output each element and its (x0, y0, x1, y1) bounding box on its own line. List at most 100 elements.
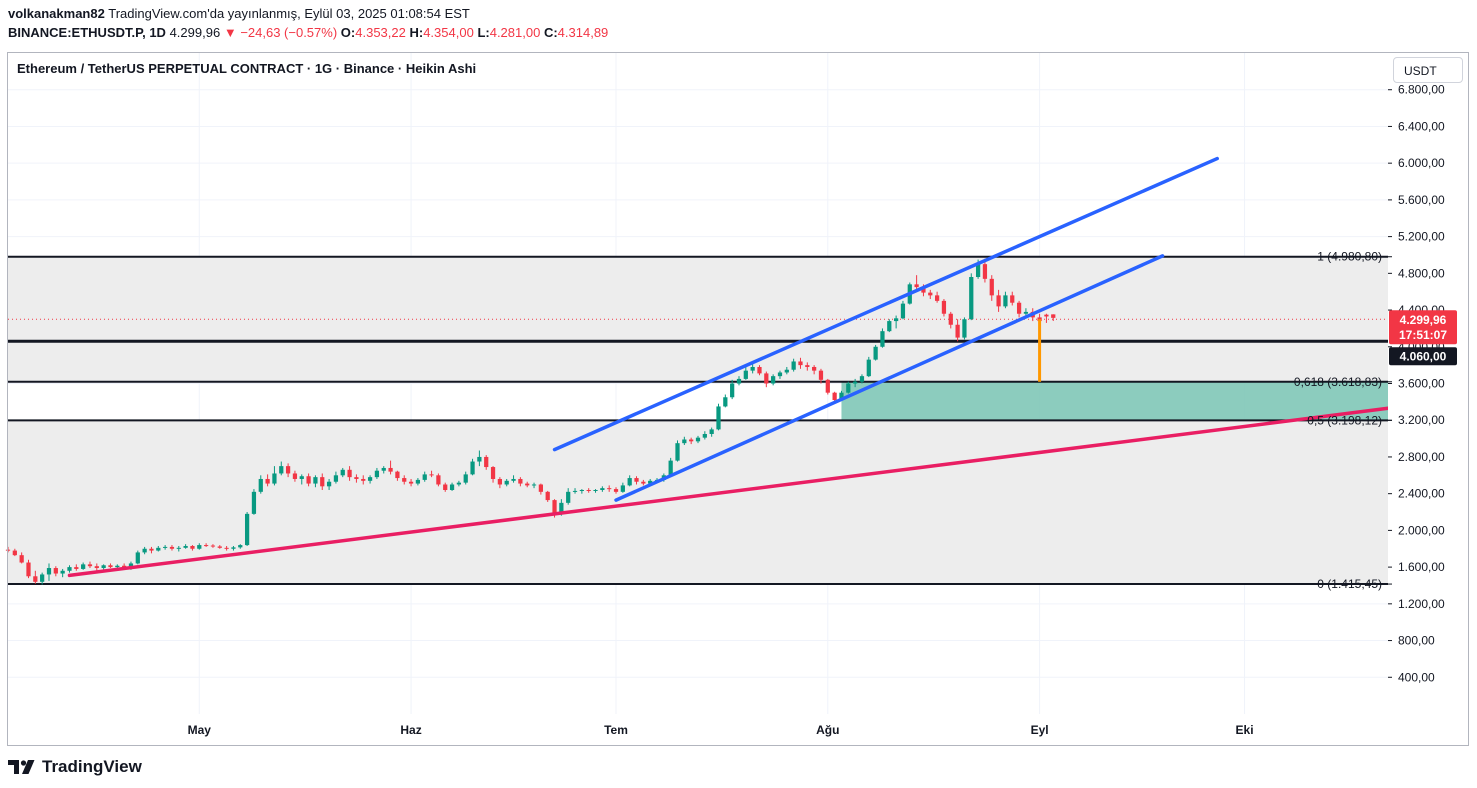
channel-lower-line (614, 254, 1165, 502)
candle-body (791, 361, 796, 370)
candle-body (217, 546, 222, 548)
candle-body (470, 461, 475, 475)
symbol-ohlc-row: BINANCE:ETHUSDT.P, 1D 4.299,96 ▼ −24,63 … (8, 25, 608, 40)
price-axis (1388, 53, 1469, 745)
candle-body (176, 547, 181, 549)
candle-body (456, 482, 462, 485)
y-tick-label: 800,00 (1398, 634, 1435, 648)
candle-body (354, 477, 359, 479)
candle-body (244, 513, 250, 546)
x-month-label: Eyl (1031, 723, 1049, 737)
y-tick-label: 3.600,00 (1398, 377, 1445, 391)
author-name[interactable]: volkanakman82 (8, 6, 105, 21)
candle-body (347, 469, 352, 478)
candle-body (716, 406, 721, 430)
candle-body (5, 549, 11, 551)
symbol-name: BINANCE:ETHUSDT.P, 1D (8, 25, 166, 40)
close-value: 4.314,89 (557, 25, 609, 40)
low-label: L: (477, 25, 490, 40)
high-label: H: (409, 25, 424, 40)
candle-body (648, 480, 653, 484)
candle-body (668, 460, 673, 476)
x-month-label: Haz (400, 723, 421, 737)
candle-body (572, 490, 578, 492)
candle-body (805, 365, 810, 367)
y-tick-label: 2.800,00 (1398, 450, 1445, 464)
candle-body (388, 467, 393, 472)
candle-body (982, 264, 988, 279)
candle-body (620, 485, 625, 492)
candle-body (142, 548, 147, 553)
candle-body (812, 366, 817, 371)
candle-body (818, 370, 824, 380)
candle-body (764, 373, 769, 384)
candle-body (914, 284, 919, 288)
candle-body (996, 295, 1001, 307)
candle-body (436, 475, 441, 485)
candle-body (19, 555, 24, 563)
candle-body (723, 397, 728, 407)
fib-band-upper (8, 256, 1388, 382)
candle-body (224, 547, 229, 549)
current-price-tag (1389, 310, 1457, 345)
candle-body (839, 392, 844, 401)
close-label: C: (543, 25, 558, 40)
y-tick-label: 5.600,00 (1398, 193, 1445, 207)
candle-body (859, 376, 865, 382)
candle-body (641, 481, 646, 484)
last-price: 4.299,96 (169, 25, 221, 40)
candle-body (326, 481, 332, 487)
candle-body (1051, 314, 1056, 318)
candle-body (463, 474, 468, 483)
candle-body (272, 473, 277, 484)
candle-body (586, 489, 591, 491)
candle-body (381, 467, 386, 471)
candle-body (81, 564, 86, 569)
support-price-tag (1389, 347, 1457, 366)
candle-body (238, 545, 243, 548)
candle-body (880, 331, 885, 347)
candle-body (538, 484, 543, 492)
candle-body (361, 478, 366, 481)
low-value: 4.281,00 (489, 25, 541, 40)
candle-body (395, 471, 400, 479)
candle-body (484, 456, 489, 468)
candle-body (443, 484, 448, 490)
candle-body (934, 295, 940, 301)
candle-body (94, 566, 99, 569)
x-month-label: Tem (604, 723, 628, 737)
candle-body (777, 372, 783, 377)
currency-button[interactable]: USDT (1393, 57, 1463, 83)
candle-body (784, 369, 789, 373)
candle-body (689, 439, 694, 442)
y-tick-label: 6.800,00 (1398, 83, 1445, 97)
candle-body (518, 478, 523, 484)
candle-body (545, 491, 550, 501)
x-month-label: Eki (1236, 723, 1254, 737)
current-price-label: 4.299,96 (1400, 313, 1447, 327)
bar-countdown-label: 17:51:07 (1399, 328, 1447, 342)
candle-body (928, 292, 933, 296)
candle-body (634, 478, 639, 482)
candle-body (1023, 311, 1029, 314)
time-axis (8, 714, 1388, 745)
candle-body (675, 443, 680, 461)
tradingview-logo[interactable]: TradingView (8, 757, 142, 777)
fib-level-label: 0,618 (3.618,83) (1294, 375, 1382, 389)
y-tick-label: 3.200,00 (1398, 413, 1445, 427)
candle-body (695, 437, 701, 442)
candle-body (798, 361, 803, 366)
candle-body (258, 478, 263, 492)
candle-body (367, 477, 373, 481)
candle-body (183, 545, 188, 548)
candle-body (251, 491, 257, 514)
candle-body (210, 545, 216, 547)
candle-body (552, 500, 557, 513)
trend-line (67, 406, 1390, 578)
candle-body (566, 491, 571, 503)
candle-body (702, 433, 707, 438)
candle-body (531, 484, 537, 486)
candle-body (231, 547, 236, 549)
x-month-label: May (188, 723, 212, 737)
